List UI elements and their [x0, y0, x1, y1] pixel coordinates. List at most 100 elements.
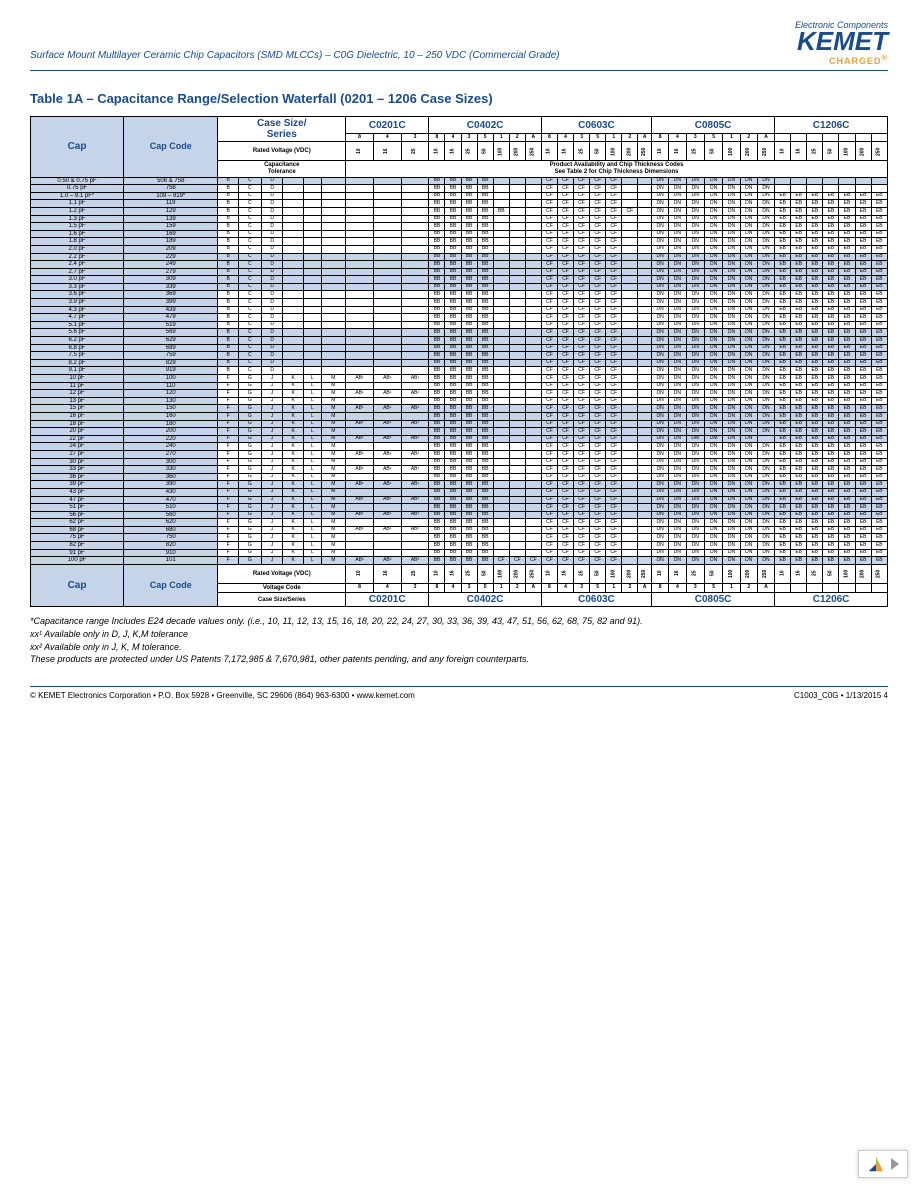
thickness-cell: EB: [839, 291, 855, 299]
tolerance-cell: J: [261, 443, 283, 451]
tolerance-cell: C: [238, 321, 261, 329]
thickness-cell: BB: [445, 291, 461, 299]
thickness-cell: DN: [669, 253, 686, 261]
table-row: 68 pF680FGJKLMAB¹AB¹AB¹BBBBBBBBCFCFCFCFC…: [31, 526, 888, 534]
thickness-cell: [373, 200, 401, 208]
tolerance-cell: F: [218, 382, 238, 390]
thickness-cell: BB: [445, 344, 461, 352]
thickness-cell: DN: [704, 276, 722, 284]
thickness-cell: CF: [590, 177, 606, 185]
thickness-cell: BB: [461, 177, 477, 185]
thickness-cell: [509, 291, 525, 299]
tolerance-cell: [283, 207, 303, 215]
thickness-cell: [638, 299, 652, 307]
thickness-cell: EB: [823, 450, 839, 458]
thickness-cell: BB: [429, 542, 445, 550]
thickness-cell: CF: [541, 291, 557, 299]
thickness-cell: [525, 268, 541, 276]
thickness-cell: DN: [686, 367, 704, 375]
thickness-cell: DN: [686, 230, 704, 238]
tolerance-cell: [303, 223, 321, 231]
cap-code: 229: [124, 253, 218, 261]
thickness-cell: [373, 473, 401, 481]
thickness-cell: EB: [791, 420, 807, 428]
thickness-cell: DN: [686, 238, 704, 246]
thickness-cell: DN: [704, 215, 722, 223]
table-row: 10 pF100FGJKLMAB¹AB¹AB¹BBBBBBBBCFCFCFCFC…: [31, 375, 888, 383]
thickness-cell: DN: [740, 299, 757, 307]
thickness-cell: [622, 375, 638, 383]
thickness-cell: BB: [461, 534, 477, 542]
thickness-cell: DN: [686, 314, 704, 322]
thickness-cell: BB: [477, 435, 493, 443]
thickness-cell: BB: [461, 238, 477, 246]
thickness-cell: DN: [686, 352, 704, 360]
thickness-cell: EB: [855, 390, 871, 398]
tolerance-cell: [283, 352, 303, 360]
tolerance-cell: C: [238, 337, 261, 345]
cap-value: 1.5 pF: [31, 223, 124, 231]
thickness-cell: DN: [686, 488, 704, 496]
thickness-cell: DN: [686, 337, 704, 345]
thickness-cell: EB: [807, 321, 823, 329]
tolerance-cell: K: [283, 519, 303, 527]
thickness-cell: [638, 185, 652, 193]
thickness-cell: EB: [791, 481, 807, 489]
thickness-cell: DN: [704, 329, 722, 337]
thickness-cell: DN: [704, 412, 722, 420]
thickness-cell: DN: [704, 504, 722, 512]
thickness-cell: [346, 504, 374, 512]
voltage-code-cell: 8: [429, 134, 445, 142]
thickness-cell: EB: [871, 526, 887, 534]
thickness-cell: AB¹: [373, 405, 401, 413]
tolerance-cell: [303, 283, 321, 291]
tolerance-cell: K: [283, 557, 303, 565]
tolerance-cell: K: [283, 420, 303, 428]
thickness-cell: CF: [590, 185, 606, 193]
thickness-cell: CF: [557, 519, 573, 527]
thickness-cell: BB: [477, 177, 493, 185]
thickness-cell: [346, 519, 374, 527]
cap-code: 189: [124, 238, 218, 246]
thickness-cell: DN: [704, 223, 722, 231]
thickness-cell: DN: [757, 177, 774, 185]
tolerance-cell: K: [283, 412, 303, 420]
thickness-cell: [493, 390, 509, 398]
thickness-cell: CF: [590, 504, 606, 512]
thickness-cell: EB: [871, 329, 887, 337]
thickness-cell: BB: [461, 549, 477, 557]
thickness-cell: DN: [723, 420, 740, 428]
thickness-cell: AB¹: [401, 435, 429, 443]
thickness-cell: DN: [704, 291, 722, 299]
thickness-cell: DN: [723, 397, 740, 405]
thickness-cell: DN: [704, 359, 722, 367]
thickness-cell: EB: [855, 542, 871, 550]
thickness-cell: [525, 420, 541, 428]
nav-widget[interactable]: [858, 1150, 908, 1178]
thickness-cell: DN: [723, 352, 740, 360]
thickness-cell: CF: [557, 390, 573, 398]
thickness-cell: CF: [557, 397, 573, 405]
thickness-cell: [346, 291, 374, 299]
tolerance-cell: F: [218, 435, 238, 443]
thickness-cell: [346, 253, 374, 261]
thickness-cell: BB: [445, 443, 461, 451]
thickness-cell: EB: [823, 397, 839, 405]
tolerance-cell: D: [261, 337, 283, 345]
thickness-cell: [525, 435, 541, 443]
tolerance-cell: C: [238, 207, 261, 215]
thickness-cell: DN: [704, 382, 722, 390]
thickness-cell: EB: [823, 504, 839, 512]
thickness-cell: EB: [823, 488, 839, 496]
table-row: 6.8 pF689BCDBBBBBBBBCFCFCFCFCFDNDNDNDNDN…: [31, 344, 888, 352]
thickness-cell: [493, 405, 509, 413]
cap-code: 758: [124, 185, 218, 193]
thickness-cell: EB: [871, 443, 887, 451]
thickness-cell: DN: [740, 496, 757, 504]
tolerance-cell: C: [238, 314, 261, 322]
thickness-cell: DN: [757, 192, 774, 200]
thickness-cell: CF: [574, 466, 590, 474]
thickness-cell: [509, 344, 525, 352]
thickness-cell: [622, 382, 638, 390]
thickness-cell: EB: [791, 375, 807, 383]
